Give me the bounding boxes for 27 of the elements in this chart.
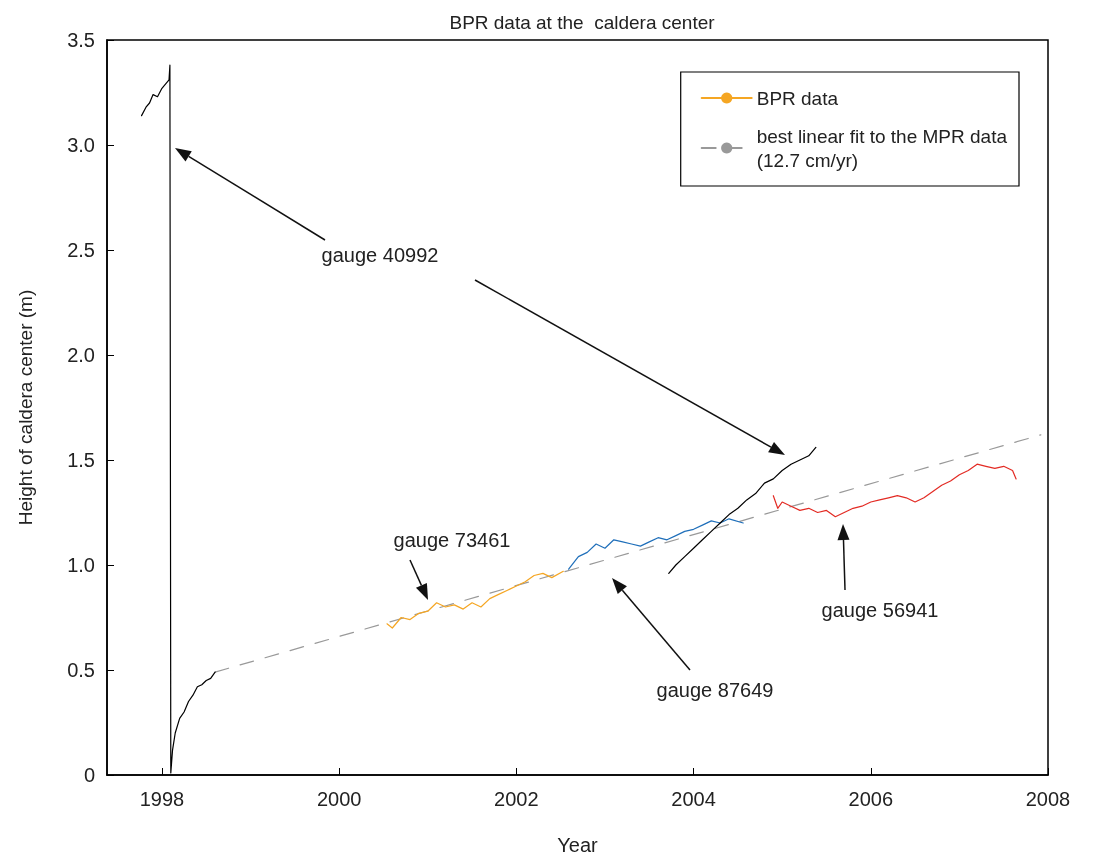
x-tick-label: 2000 (316, 788, 362, 810)
annotation: gauge 87649 (656, 679, 774, 701)
legend-label: BPR data (756, 87, 839, 109)
x-tick-label: 1998 (139, 788, 185, 810)
line-series (568, 518, 744, 570)
y-tick-label: 2.5 (67, 239, 95, 261)
annotation: gauge 73461 (393, 529, 511, 551)
chart-title: BPR data at the caldera center (449, 12, 716, 33)
y-tick-label: 0 (83, 764, 95, 786)
x-tick-label: 2006 (848, 788, 894, 810)
x-tick-label: 2002 (494, 788, 539, 810)
x-tick-label: 2008 (1025, 788, 1071, 810)
x-tick-label: 2004 (671, 788, 716, 810)
x-axis-title: Year (557, 834, 599, 856)
legend-label: best linear fit to the MPR data (12.7 cm/yr) (756, 125, 1008, 171)
y-tick-label: 0.5 (67, 659, 95, 681)
annotation: gauge 56941 (821, 599, 939, 621)
y-tick-label: 3.0 (67, 134, 95, 156)
y-tick-label: 3.5 (67, 29, 95, 51)
y-axis-title: Height of caldera center (m) (15, 289, 36, 526)
line-series (386, 570, 564, 629)
y-tick-label: 1.5 (67, 449, 95, 471)
y-tick-label: 1.0 (67, 554, 95, 576)
line-series (772, 463, 1017, 518)
annotation: gauge 40992 (321, 244, 439, 266)
y-tick-label: 2.0 (67, 344, 95, 366)
line-series (668, 446, 817, 574)
